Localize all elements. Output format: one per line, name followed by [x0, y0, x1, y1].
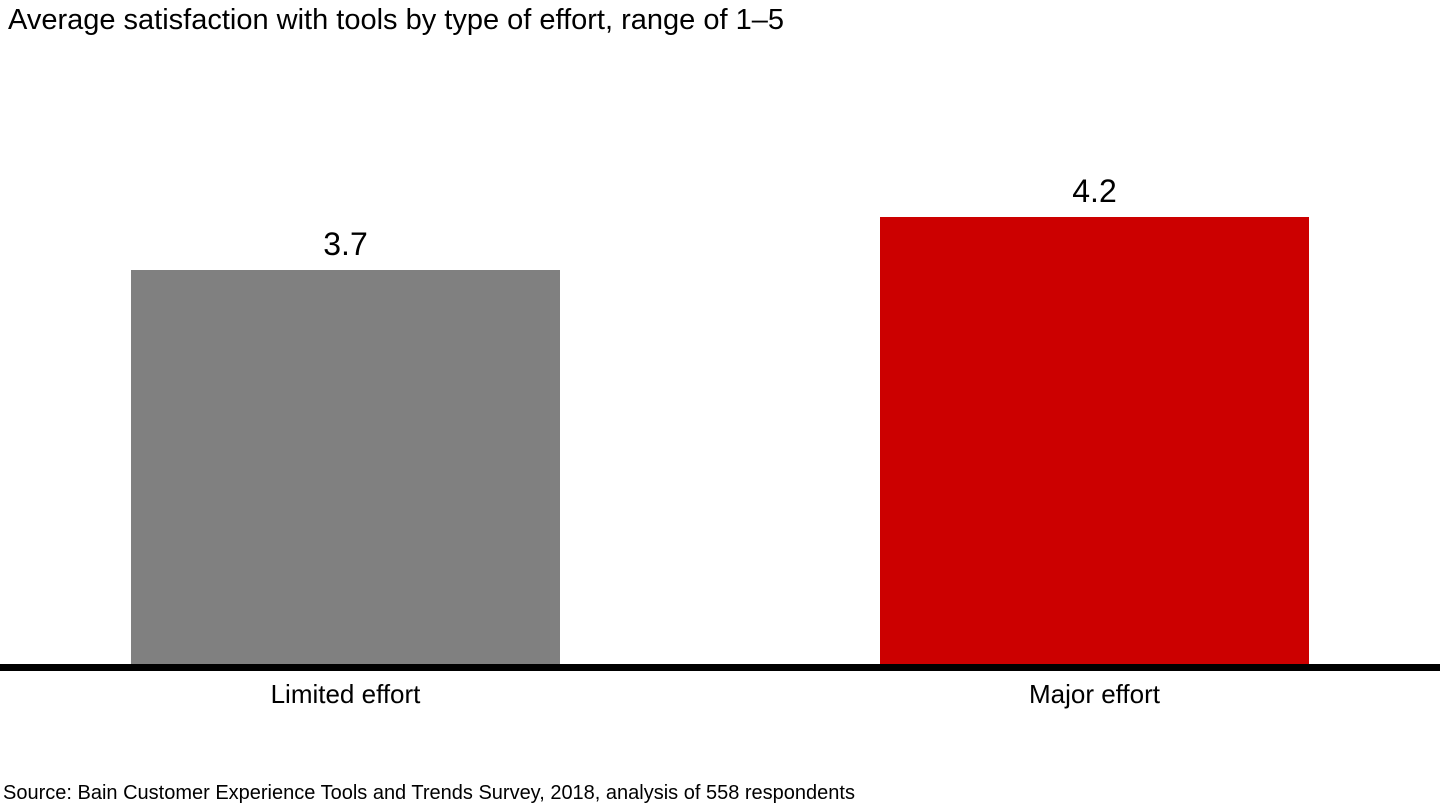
bar-value-label-major-effort: 4.2 — [1072, 172, 1117, 209]
chart-title: Average satisfaction with tools by type … — [8, 4, 784, 36]
bar-value-label-limited-effort: 3.7 — [323, 225, 368, 262]
bar-limited-effort — [131, 270, 560, 664]
source-note: Source: Bain Customer Experience Tools a… — [3, 782, 855, 804]
bar-major-effort — [880, 217, 1309, 664]
category-label-limited-effort: Limited effort — [270, 679, 421, 709]
bar-group-limited-effort: 3.7 Limited effort — [131, 132, 560, 709]
plot-area: 3.7 Limited effort 4.2 Major effort — [0, 132, 1440, 709]
bar-group-major-effort: 4.2 Major effort — [880, 132, 1309, 709]
x-axis-line — [0, 664, 1440, 671]
category-label-major-effort: Major effort — [1028, 679, 1160, 709]
